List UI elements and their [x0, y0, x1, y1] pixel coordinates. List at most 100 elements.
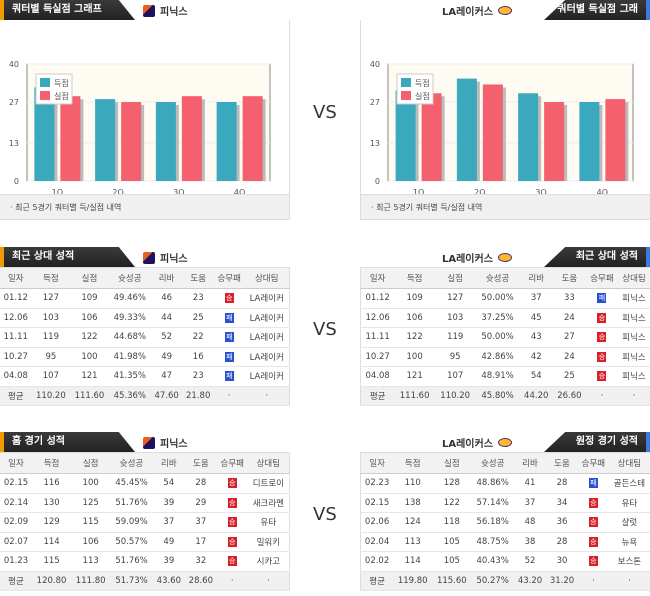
- y-tick-label: 27: [370, 98, 380, 107]
- cell: 39: [152, 493, 185, 513]
- cell: 02.02: [360, 551, 394, 572]
- cell: 49: [150, 347, 183, 367]
- column-header: 득점: [31, 267, 71, 289]
- result-badge: 패: [597, 293, 607, 304]
- cell: 16: [182, 347, 214, 367]
- cell: 51.76%: [110, 551, 153, 572]
- lakers-logo-icon: [497, 253, 512, 262]
- cell: 106: [71, 532, 111, 552]
- team-name: LA레이커스: [442, 439, 493, 450]
- cell: 43: [519, 327, 553, 348]
- avg-cell: 47.60: [150, 386, 183, 406]
- cell: 119: [434, 327, 476, 348]
- result-badge: 승: [227, 478, 237, 489]
- avg-cell: 평균: [360, 571, 394, 591]
- cell: 37: [519, 288, 553, 309]
- result-badge: 승: [227, 497, 237, 508]
- cell: 52: [513, 551, 546, 572]
- table-header: 일자 득점 실점 슛성공 리바 도움 승무패 상대팀: [0, 267, 290, 289]
- chart-footer: · 최근 5경기 쿼터별 득/실점 내역: [0, 194, 289, 219]
- result-badge: 패: [224, 332, 234, 343]
- result-badge: 승: [227, 517, 237, 528]
- avg-cell: 119.80: [393, 571, 433, 591]
- y-tick-label: 0: [14, 177, 19, 186]
- bar-scored-4Q: [579, 102, 600, 181]
- cell: 새크라멘: [247, 493, 290, 513]
- bar-allowed-2Q: [482, 84, 503, 181]
- cell: LA레이커: [244, 327, 290, 348]
- cell: 유타: [247, 512, 290, 533]
- cell: 41: [513, 473, 546, 494]
- bar-allowed-4Q: [605, 99, 626, 181]
- cell: 103: [31, 308, 71, 328]
- left-stats-section: 홈 경기 성적 피닉스 일자 득점 실점 슛성공 리바 도움 승무패 상대팀 02.15 116 100…: [0, 432, 290, 591]
- cell: 114: [32, 532, 72, 552]
- avg-cell: ·: [608, 571, 650, 591]
- cell: 105: [432, 532, 472, 552]
- cell: 121: [70, 366, 109, 387]
- cell: 44.68%: [108, 327, 151, 348]
- x-tick-label: 2Q: [112, 188, 123, 195]
- bar-allowed-3Q: [181, 96, 202, 181]
- cell: 57.14%: [471, 493, 514, 513]
- lakers-chart-panel: 쿼터별 득실점 그래프 LA레이커스 0 13 27 40 1Q 2Q 3Q 4Q 득점 실점 ·…: [360, 0, 650, 220]
- result-badge: 승: [588, 497, 598, 508]
- cell: 122: [394, 327, 435, 348]
- cell: 피닉스: [617, 366, 650, 387]
- table-row: 02.06 124 118 56.18% 48 36 승 샬럿: [360, 512, 650, 533]
- phoenix-chart-panel: 쿼터별 득실점 그래프 피닉스 0 13 27 40 1Q 2Q 3Q 4Q 득점 실점 · 최근…: [0, 0, 290, 220]
- legend-swatch: [40, 78, 50, 87]
- suns-logo-icon: [143, 436, 155, 449]
- cell: 113: [393, 532, 433, 552]
- result-badge: 패: [224, 371, 234, 382]
- table-row: 02.15 116 100 45.45% 54 28 승 디트로이: [0, 473, 290, 494]
- result-badge: 승: [597, 351, 607, 362]
- cell: 24: [552, 347, 586, 367]
- cell: 100: [71, 473, 111, 494]
- cell: 39: [152, 551, 185, 572]
- cell: 118: [432, 512, 472, 533]
- table-row: 01.12 127 109 49.46% 46 23 승 LA레이커: [0, 288, 290, 309]
- cell: 02.23: [360, 473, 394, 494]
- column-header: 일자: [0, 452, 32, 474]
- column-header: 상대팀: [617, 267, 650, 289]
- section-title: 최근 상대 성적: [544, 247, 650, 267]
- bar-scored-2Q: [456, 78, 477, 181]
- avg-cell: ·: [216, 571, 248, 591]
- cell: 01.12: [360, 288, 395, 309]
- table-row: 04.08 121 107 48.91% 54 25 승 피닉스: [360, 366, 650, 387]
- bar-allowed-4Q: [242, 96, 263, 181]
- cell: 48.75%: [471, 532, 514, 552]
- bar-allowed-1Q: [421, 93, 442, 181]
- table-row: 02.04 113 105 48.75% 38 28 승 뉴욕: [360, 532, 650, 552]
- table-header: 일자 득점 실점 슛성공 리바 도움 승무패 상대팀: [360, 267, 650, 289]
- vs-label: VS: [313, 319, 337, 340]
- result-badge: 패: [588, 478, 598, 489]
- cell: 124: [393, 512, 433, 533]
- bar-scored-2Q: [95, 99, 116, 181]
- cell: 피닉스: [617, 308, 650, 328]
- team-name: LA레이커스: [442, 7, 493, 18]
- avg-cell: ·: [247, 571, 290, 591]
- average-row: 평균 120.80 111.80 51.73% 43.60 28.60 · ·: [0, 571, 290, 591]
- cell: 48: [513, 512, 546, 533]
- y-tick-label: 40: [9, 60, 19, 69]
- cell: 138: [393, 493, 433, 513]
- y-tick-label: 0: [375, 177, 380, 186]
- y-tick-label: 27: [9, 98, 19, 107]
- avg-cell: 110.20: [434, 386, 476, 406]
- avg-cell: 44.20: [519, 386, 553, 406]
- cell: 42.86%: [475, 347, 520, 367]
- column-header: 슛성공: [108, 267, 151, 289]
- cell: 34: [545, 493, 578, 513]
- cell: 116: [32, 473, 72, 494]
- cell: 02.14: [0, 493, 32, 513]
- cell: 04.08: [360, 366, 395, 387]
- cell: 119: [31, 327, 71, 348]
- cell: 37.25%: [475, 308, 520, 328]
- column-header: 실점: [70, 267, 109, 289]
- cell: 95: [434, 347, 476, 367]
- result-badge: 승: [588, 536, 598, 547]
- cell: 37: [152, 512, 185, 533]
- legend-label: 득점: [54, 78, 69, 88]
